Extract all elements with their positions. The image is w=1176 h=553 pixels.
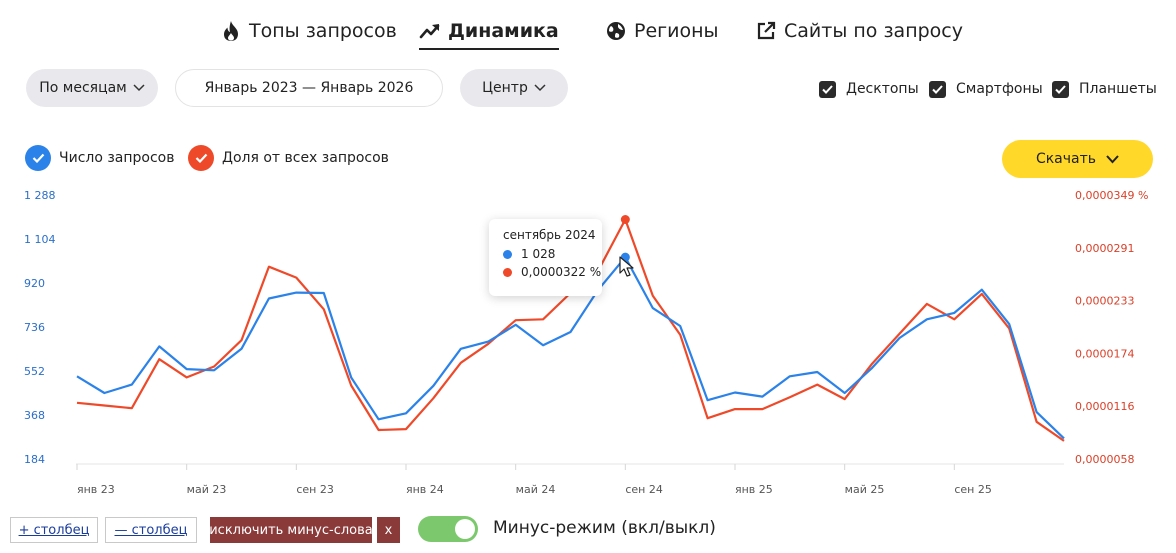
x-tick-label: сен 25	[954, 483, 992, 496]
x-tick-label: май 24	[516, 483, 556, 496]
legend-share[interactable]: Доля от всех запросов	[188, 145, 389, 171]
tab-label: Сайты по запросу	[784, 20, 963, 42]
left-tick-label: 1 288	[24, 189, 56, 202]
x-axis: янв 23 май 23 сен 23 янв 24 май 24 сен 24 янв …	[76, 464, 992, 496]
period-label: По месяцам	[39, 80, 127, 96]
tab-sites[interactable]: Сайты по запросу	[755, 14, 963, 48]
left-tick-label: 368	[24, 409, 45, 422]
trend-icon	[419, 20, 441, 42]
tooltip-share-row: 0,0000322 %	[503, 263, 602, 281]
left-axis: 184 368 552 736 920 1 104 1 288	[24, 189, 56, 466]
tab-top-queries[interactable]: Топы запросов	[220, 14, 397, 48]
tooltip-count: 1 028	[521, 247, 556, 261]
check-icon	[188, 145, 214, 171]
series-line-count	[76, 256, 1065, 440]
download-button[interactable]: Скачать	[1002, 140, 1153, 178]
globe-icon	[605, 20, 627, 42]
tablet-label: Планшеты	[1079, 81, 1157, 97]
smartphone-checkbox[interactable]: Смартфоны	[929, 79, 1043, 99]
x-tick-label: янв 25	[735, 483, 773, 496]
remove-column-button[interactable]: — столбец	[105, 517, 197, 543]
highlight-point-share	[620, 214, 630, 224]
left-tick-label: 1 104	[24, 233, 56, 246]
chevron-down-icon	[1106, 154, 1119, 164]
desktop-label: Десктопы	[846, 81, 919, 97]
external-link-icon	[755, 20, 777, 42]
right-axis: 0,0000058 0,0000116 0,0000174 0,0000233 0,00…	[1075, 189, 1148, 466]
tab-regions[interactable]: Регионы	[605, 14, 719, 48]
chevron-down-icon	[534, 84, 546, 92]
mouse-cursor-icon	[619, 256, 634, 277]
tablet-checkbox[interactable]: Планшеты	[1052, 79, 1157, 99]
x-tick-label: май 25	[845, 483, 885, 496]
chevron-down-icon	[133, 84, 145, 92]
check-icon	[929, 80, 946, 98]
legend-share-label: Доля от всех запросов	[222, 150, 389, 166]
x-tick-label: сен 24	[625, 483, 663, 496]
x-tick-label: сен 23	[296, 483, 334, 496]
check-icon	[1052, 80, 1069, 98]
right-tick-label: 0,0000349 %	[1075, 189, 1148, 202]
check-icon	[819, 80, 836, 98]
check-icon	[25, 145, 51, 171]
tab-label: Динамика	[448, 20, 559, 42]
smartphone-label: Смартфоны	[956, 81, 1043, 97]
x-tick-label: янв 23	[77, 483, 115, 496]
region-label: Центр	[482, 80, 528, 96]
desktop-checkbox[interactable]: Десктопы	[819, 79, 919, 99]
x-tick-label: янв 24	[406, 483, 444, 496]
right-tick-label: 0,0000174	[1075, 347, 1135, 360]
tooltip-count-row: 1 028	[503, 245, 602, 263]
tooltip-share: 0,0000322 %	[521, 265, 602, 279]
date-range-picker[interactable]: Январь 2023 — Январь 2026	[175, 69, 443, 107]
left-tick-label: 736	[24, 321, 45, 334]
minus-mode-toggle[interactable]	[418, 516, 478, 542]
period-select[interactable]: По месяцам	[26, 69, 158, 107]
close-button[interactable]: x	[377, 517, 400, 543]
legend-count[interactable]: Число запросов	[25, 145, 175, 171]
blue-dot-icon	[503, 249, 512, 259]
minus-mode-label: Минус-режим (вкл/выкл)	[493, 518, 716, 538]
tab-dynamics[interactable]: Динамика	[419, 14, 559, 50]
tab-label: Топы запросов	[249, 20, 397, 42]
right-tick-label: 0,0000116	[1075, 400, 1135, 413]
left-tick-label: 920	[24, 277, 45, 290]
left-tick-label: 184	[24, 453, 45, 466]
exclude-minus-words-button[interactable]: исключить минус-слова	[209, 517, 373, 543]
right-tick-label: 0,0000291	[1075, 242, 1135, 255]
tab-label: Регионы	[634, 20, 719, 42]
toggle-knob	[455, 519, 475, 539]
right-tick-label: 0,0000233	[1075, 295, 1135, 308]
right-tick-label: 0,0000058	[1075, 453, 1135, 466]
date-range-label: Январь 2023 — Январь 2026	[204, 80, 414, 96]
flame-icon	[220, 20, 242, 42]
add-column-button[interactable]: + столбец	[10, 517, 98, 543]
legend-count-label: Число запросов	[59, 150, 175, 166]
chart-tooltip: сентябрь 2024 1 028 0,0000322 %	[489, 219, 602, 296]
red-dot-icon	[503, 267, 512, 277]
left-tick-label: 552	[24, 365, 45, 378]
top-tabs: Топы запросов Динамика Регионы Сайты по …	[0, 14, 1176, 50]
region-select[interactable]: Центр	[460, 69, 568, 107]
x-tick-label: май 23	[187, 483, 227, 496]
download-label: Скачать	[1035, 151, 1097, 167]
tooltip-title: сентябрь 2024	[503, 228, 596, 242]
